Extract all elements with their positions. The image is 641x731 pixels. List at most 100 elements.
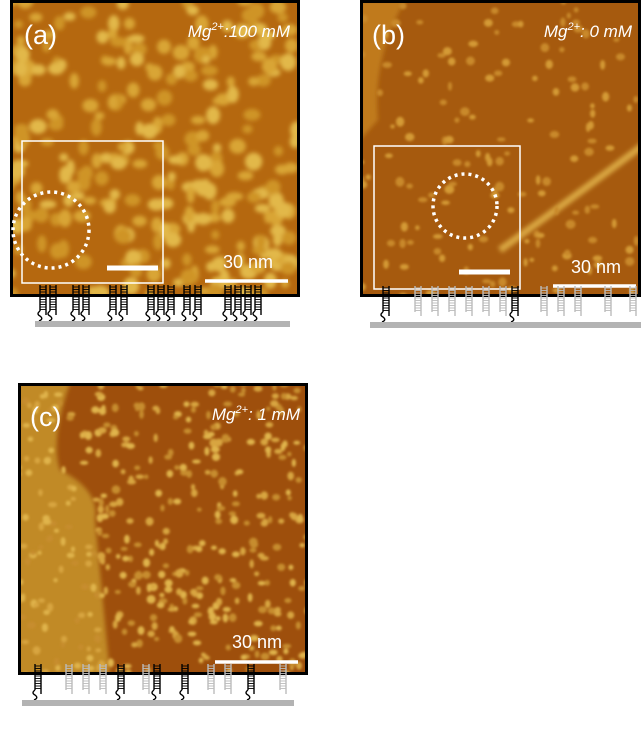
height-feature xyxy=(217,506,225,511)
height-feature xyxy=(184,401,190,407)
height-feature xyxy=(266,180,281,195)
height-feature xyxy=(66,415,73,421)
height-feature xyxy=(78,612,85,618)
linker xyxy=(243,311,247,321)
height-feature xyxy=(42,515,49,522)
height-feature xyxy=(23,423,30,428)
height-feature xyxy=(71,486,77,492)
height-feature xyxy=(128,476,134,485)
height-feature xyxy=(191,407,196,413)
height-feature xyxy=(479,236,488,242)
height-feature xyxy=(491,8,499,14)
linker xyxy=(156,311,160,321)
condition-sup: 2+ xyxy=(210,21,224,33)
height-feature xyxy=(27,622,36,629)
free-probe xyxy=(208,664,214,694)
height-feature xyxy=(65,525,73,529)
height-feature xyxy=(157,90,173,106)
height-feature xyxy=(71,497,76,501)
height-feature xyxy=(54,658,59,666)
height-feature xyxy=(222,434,230,443)
height-feature xyxy=(180,470,189,476)
height-feature xyxy=(460,107,470,116)
height-feature xyxy=(418,77,424,83)
height-feature xyxy=(187,5,199,15)
height-feature xyxy=(101,494,108,499)
height-feature xyxy=(532,76,538,81)
height-feature xyxy=(282,231,297,245)
height-feature xyxy=(104,201,116,214)
height-feature xyxy=(265,446,271,453)
height-feature xyxy=(433,234,443,239)
height-feature xyxy=(135,404,140,411)
height-feature xyxy=(120,572,127,579)
height-feature xyxy=(14,61,27,76)
height-feature xyxy=(134,431,139,436)
height-feature xyxy=(182,597,187,604)
height-feature xyxy=(254,571,259,576)
height-feature xyxy=(197,508,202,512)
height-feature xyxy=(536,239,541,248)
height-feature xyxy=(274,449,282,454)
height-feature xyxy=(157,198,173,209)
height-feature xyxy=(174,465,179,470)
height-feature xyxy=(553,88,560,96)
height-feature xyxy=(60,166,72,183)
linker xyxy=(33,690,37,700)
height-feature xyxy=(202,55,210,63)
height-feature xyxy=(399,3,406,10)
panel-label: (c) xyxy=(30,402,61,432)
height-feature xyxy=(448,82,452,91)
height-feature xyxy=(248,593,253,602)
height-feature xyxy=(85,431,92,440)
height-feature xyxy=(290,396,298,400)
height-feature xyxy=(270,625,276,631)
free-probe xyxy=(83,664,89,694)
height-feature xyxy=(494,70,502,76)
height-feature xyxy=(283,648,288,654)
height-feature xyxy=(221,209,234,223)
height-feature xyxy=(97,530,102,536)
height-feature xyxy=(542,177,551,186)
height-feature xyxy=(218,477,226,486)
height-feature xyxy=(277,13,287,23)
height-feature xyxy=(157,544,161,548)
height-feature xyxy=(165,579,173,587)
height-feature xyxy=(42,623,48,632)
height-feature xyxy=(211,230,219,239)
height-feature xyxy=(248,77,259,86)
height-feature xyxy=(290,579,296,587)
height-feature xyxy=(247,439,255,445)
height-feature xyxy=(441,200,450,204)
height-feature xyxy=(94,627,101,632)
height-feature xyxy=(258,606,267,613)
height-feature xyxy=(61,537,66,546)
height-feature xyxy=(72,561,79,566)
height-feature xyxy=(169,626,174,631)
height-feature xyxy=(21,593,25,602)
height-feature xyxy=(248,3,264,20)
height-feature xyxy=(299,543,305,547)
height-feature xyxy=(496,157,504,166)
height-feature xyxy=(554,206,558,215)
height-feature xyxy=(14,124,28,132)
linker xyxy=(152,690,156,700)
height-feature xyxy=(86,552,91,557)
height-feature xyxy=(274,146,283,156)
height-feature xyxy=(293,441,300,445)
height-feature xyxy=(122,556,129,562)
height-feature xyxy=(407,240,414,245)
height-feature xyxy=(87,612,92,617)
height-feature xyxy=(149,549,154,556)
height-feature xyxy=(182,253,191,266)
free-probe xyxy=(541,286,547,316)
height-feature xyxy=(14,20,23,28)
height-feature xyxy=(261,520,268,526)
height-feature xyxy=(95,449,101,457)
height-feature xyxy=(66,181,80,193)
height-feature xyxy=(149,456,153,463)
height-feature xyxy=(138,626,145,635)
height-feature xyxy=(47,603,53,612)
height-feature xyxy=(476,150,481,157)
height-feature xyxy=(529,258,534,262)
